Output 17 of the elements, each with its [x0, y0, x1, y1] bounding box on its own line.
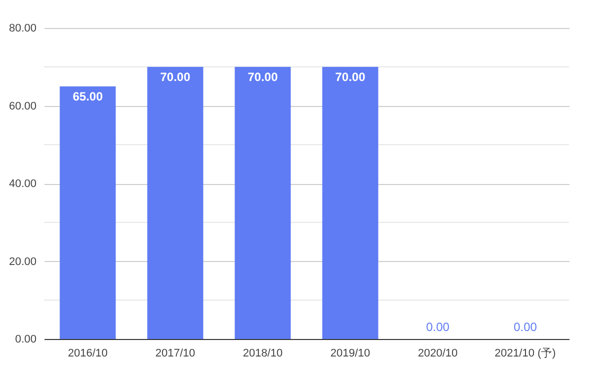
y-tick-label: 0.00 [15, 334, 36, 346]
data-label: 0.00 [426, 320, 450, 334]
y-tick-label: 40.00 [8, 178, 36, 190]
y-tick-label: 20.00 [8, 256, 36, 268]
data-label: 70.00 [248, 70, 278, 84]
x-tick-label: 2020/10 [418, 348, 458, 360]
x-tick-label: 2019/10 [330, 348, 370, 360]
x-tick-label: 2017/10 [155, 348, 196, 360]
y-tick-label: 60.00 [8, 100, 36, 112]
x-tick-label: 2016/10 [68, 348, 108, 360]
data-label: 0.00 [514, 320, 538, 334]
x-tick-label: 2018/10 [242, 348, 283, 360]
y-tick-label: 80.00 [8, 22, 36, 34]
x-tick-label: 2021/10 (予) [494, 348, 556, 360]
data-label: 65.00 [72, 89, 104, 104]
data-label: 70.00 [335, 70, 366, 84]
data-label: 70.00 [160, 70, 191, 84]
